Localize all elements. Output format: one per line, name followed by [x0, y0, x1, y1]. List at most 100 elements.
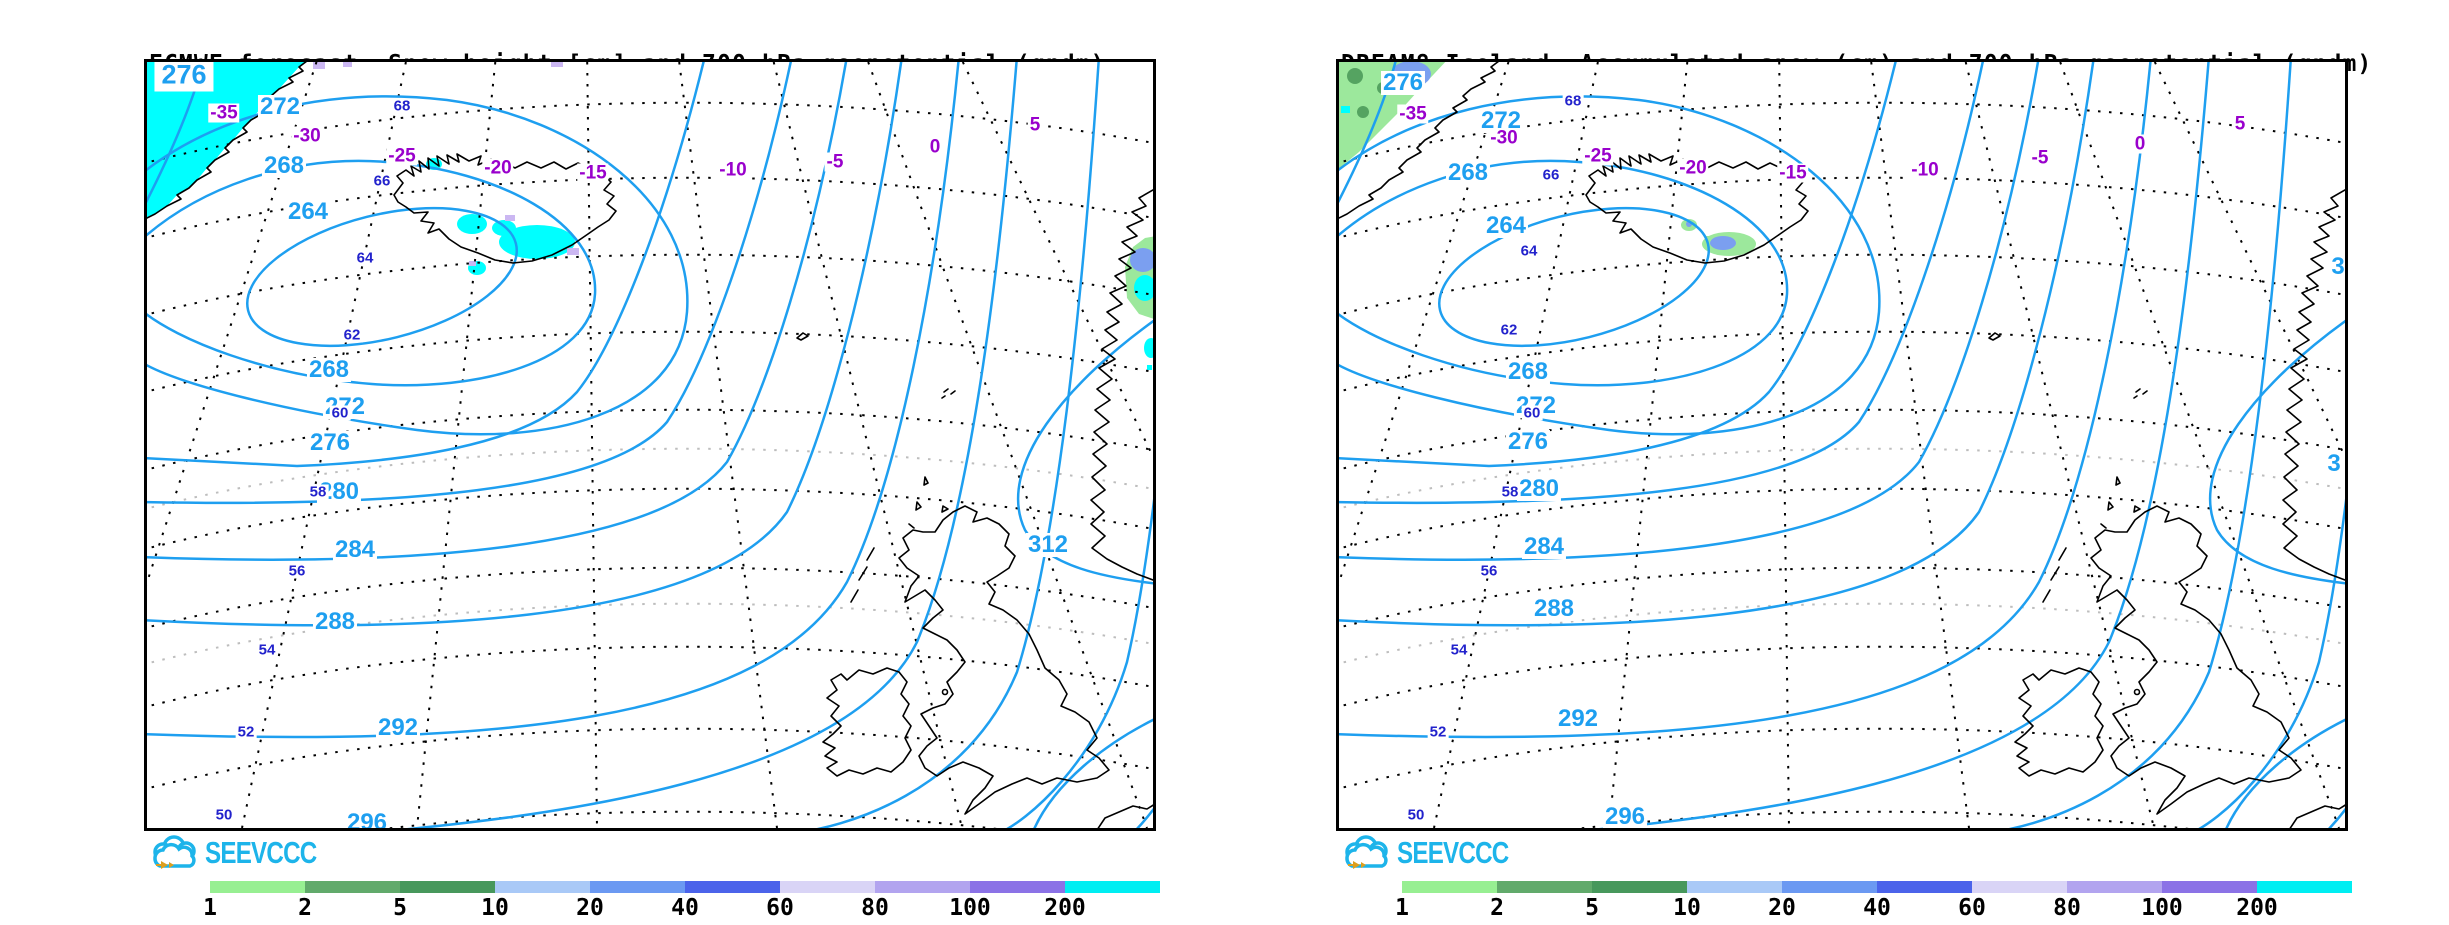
temperature-contour-label: -10	[717, 159, 749, 181]
geopotential-contour-label: 276	[1505, 428, 1551, 455]
legend-value-label: 5	[393, 895, 407, 921]
seevccc-logo-text: SEEVCCC	[1397, 835, 1509, 870]
legend-color-segment	[590, 881, 685, 893]
legend-value-label: 80	[861, 895, 889, 921]
legend-color-segment	[1065, 881, 1160, 893]
temperature-contour-label: -20	[482, 157, 514, 179]
temperature-contour-label: -5	[2029, 147, 2051, 169]
color-scale-labels: 1 2 5 10 20 40 60 80 100 200	[1395, 895, 2353, 921]
legend-color-segment	[1782, 881, 1877, 893]
latitude-grid-label: 60	[1521, 404, 1543, 422]
temperature-contour-label: -15	[1777, 162, 1809, 184]
latitude-grid-label: 64	[354, 249, 376, 267]
latitude-grid-label: 68	[1562, 92, 1584, 110]
latitude-grid-label: 56	[1478, 562, 1500, 580]
map-ecmwf: 276272268264268272276280284288292296312-…	[144, 59, 1156, 831]
legend-value-label: 60	[766, 895, 794, 921]
legend-color-segment	[210, 881, 305, 893]
geopotential-contour-label: 268	[1445, 159, 1491, 186]
temperature-contour-label: -15	[577, 162, 609, 184]
geopotential-contour-label: 276	[307, 429, 353, 456]
legend-value-label: 60	[1958, 895, 1986, 921]
geopotential-contour-label: 292	[375, 714, 421, 741]
legend-color-segment	[1592, 881, 1687, 893]
latitude-grid-label: 50	[1405, 806, 1427, 824]
legend-color-segment	[495, 881, 590, 893]
legend-color-segment	[970, 881, 1065, 893]
latitude-grid-label: 54	[1448, 641, 1470, 659]
geopotential-contour-label: 268	[1505, 358, 1551, 385]
seevccc-logo: SEEVCCC	[141, 832, 348, 874]
legend-color-segment	[305, 881, 400, 893]
temperature-contour-label: -30	[1488, 127, 1520, 149]
legend-value-label: 100	[949, 895, 991, 921]
panel-ecmwf: ECMWF forecast: Snow height [cm] and 700…	[141, 53, 1161, 921]
temperature-contour-label: 5	[2232, 113, 2248, 135]
legend-value-label: 2	[298, 895, 312, 921]
geopotential-contour-label: 3	[2325, 450, 2343, 477]
geopotential-contour-label: 272	[257, 93, 303, 120]
temperature-contour-label: -35	[208, 102, 240, 124]
legend-value-label: 200	[2236, 895, 2278, 921]
temperature-contour-label: -20	[1677, 157, 1709, 179]
temperature-contour-label: -30	[291, 125, 323, 147]
latitude-grid-label: 56	[286, 562, 308, 580]
seevccc-logo: SEEVCCC	[1333, 832, 1540, 874]
latitude-grid-label: 54	[256, 641, 278, 659]
geopotential-contour-label: 268	[261, 152, 307, 179]
legend-value-label: 200	[1044, 895, 1086, 921]
temperature-contour-label: 0	[927, 136, 943, 158]
temperature-contour-label: -25	[1582, 145, 1614, 167]
temperature-contour-label: -5	[824, 151, 846, 173]
geopotential-contour-label: 268	[306, 356, 352, 383]
map-dream8: 27627226826426827227628028428829229633-3…	[1336, 59, 2348, 831]
legend-value-label: 1	[1395, 895, 1409, 921]
temperature-contour-label: -10	[1909, 159, 1941, 181]
legend-value-label: 5	[1585, 895, 1599, 921]
legend-value-label: 20	[576, 895, 604, 921]
latitude-grid-label: 68	[391, 97, 413, 115]
temperature-contour-label: 5	[1027, 114, 1043, 136]
legend-color-segment	[2067, 881, 2162, 893]
geopotential-contour-label: 284	[1521, 533, 1567, 560]
latitude-grid-label: 62	[1498, 321, 1520, 339]
latitude-grid-label: 62	[341, 326, 363, 344]
geopotential-contour-label: 264	[285, 198, 331, 225]
geopotential-contour-label: 312	[1025, 531, 1071, 558]
legend-color-segment	[1877, 881, 1972, 893]
legend-color-segment	[1497, 881, 1592, 893]
legend-color-segment	[875, 881, 970, 893]
legend-color-segment	[2162, 881, 2257, 893]
color-scale-bar	[1402, 881, 2353, 893]
legend-color-segment	[1687, 881, 1782, 893]
latitude-grid-label: 64	[1518, 242, 1540, 260]
legend-color-segment	[400, 881, 495, 893]
snow-color-scale: 1 2 5 10 20 40 60 80 100 200	[203, 881, 1161, 921]
color-scale-bar	[210, 881, 1161, 893]
legend-value-label: 10	[1673, 895, 1701, 921]
seevccc-cloud-icon	[1345, 835, 1388, 871]
snow-color-scale: 1 2 5 10 20 40 60 80 100 200	[1395, 881, 2353, 921]
legend-color-segment	[780, 881, 875, 893]
latitude-grid-label: 60	[329, 404, 351, 422]
geopotential-contour-label: 3	[2329, 253, 2345, 280]
legend-value-label: 80	[2053, 895, 2081, 921]
legend-value-label: 40	[671, 895, 699, 921]
legend-value-label: 10	[481, 895, 509, 921]
temperature-contour-label: 0	[2132, 133, 2148, 155]
latitude-grid-label: 50	[213, 806, 235, 824]
seevccc-logo-text: SEEVCCC	[205, 835, 317, 870]
latitude-grid-label: 58	[307, 483, 329, 501]
latitude-grid-label: 58	[1499, 483, 1521, 501]
geopotential-contour-label: 276	[154, 62, 214, 92]
latitude-grid-label: 66	[371, 172, 393, 190]
legend-value-label: 20	[1768, 895, 1796, 921]
color-scale-labels: 1 2 5 10 20 40 60 80 100 200	[203, 895, 1161, 921]
geopotential-contour-label: 288	[1531, 595, 1577, 622]
geopotential-contour-label: 264	[1483, 212, 1529, 239]
geopotential-contour-label: 280	[1516, 475, 1562, 502]
legend-value-label: 40	[1863, 895, 1891, 921]
temperature-contour-label: -35	[1397, 103, 1429, 125]
latitude-grid-label: 66	[1540, 166, 1562, 184]
